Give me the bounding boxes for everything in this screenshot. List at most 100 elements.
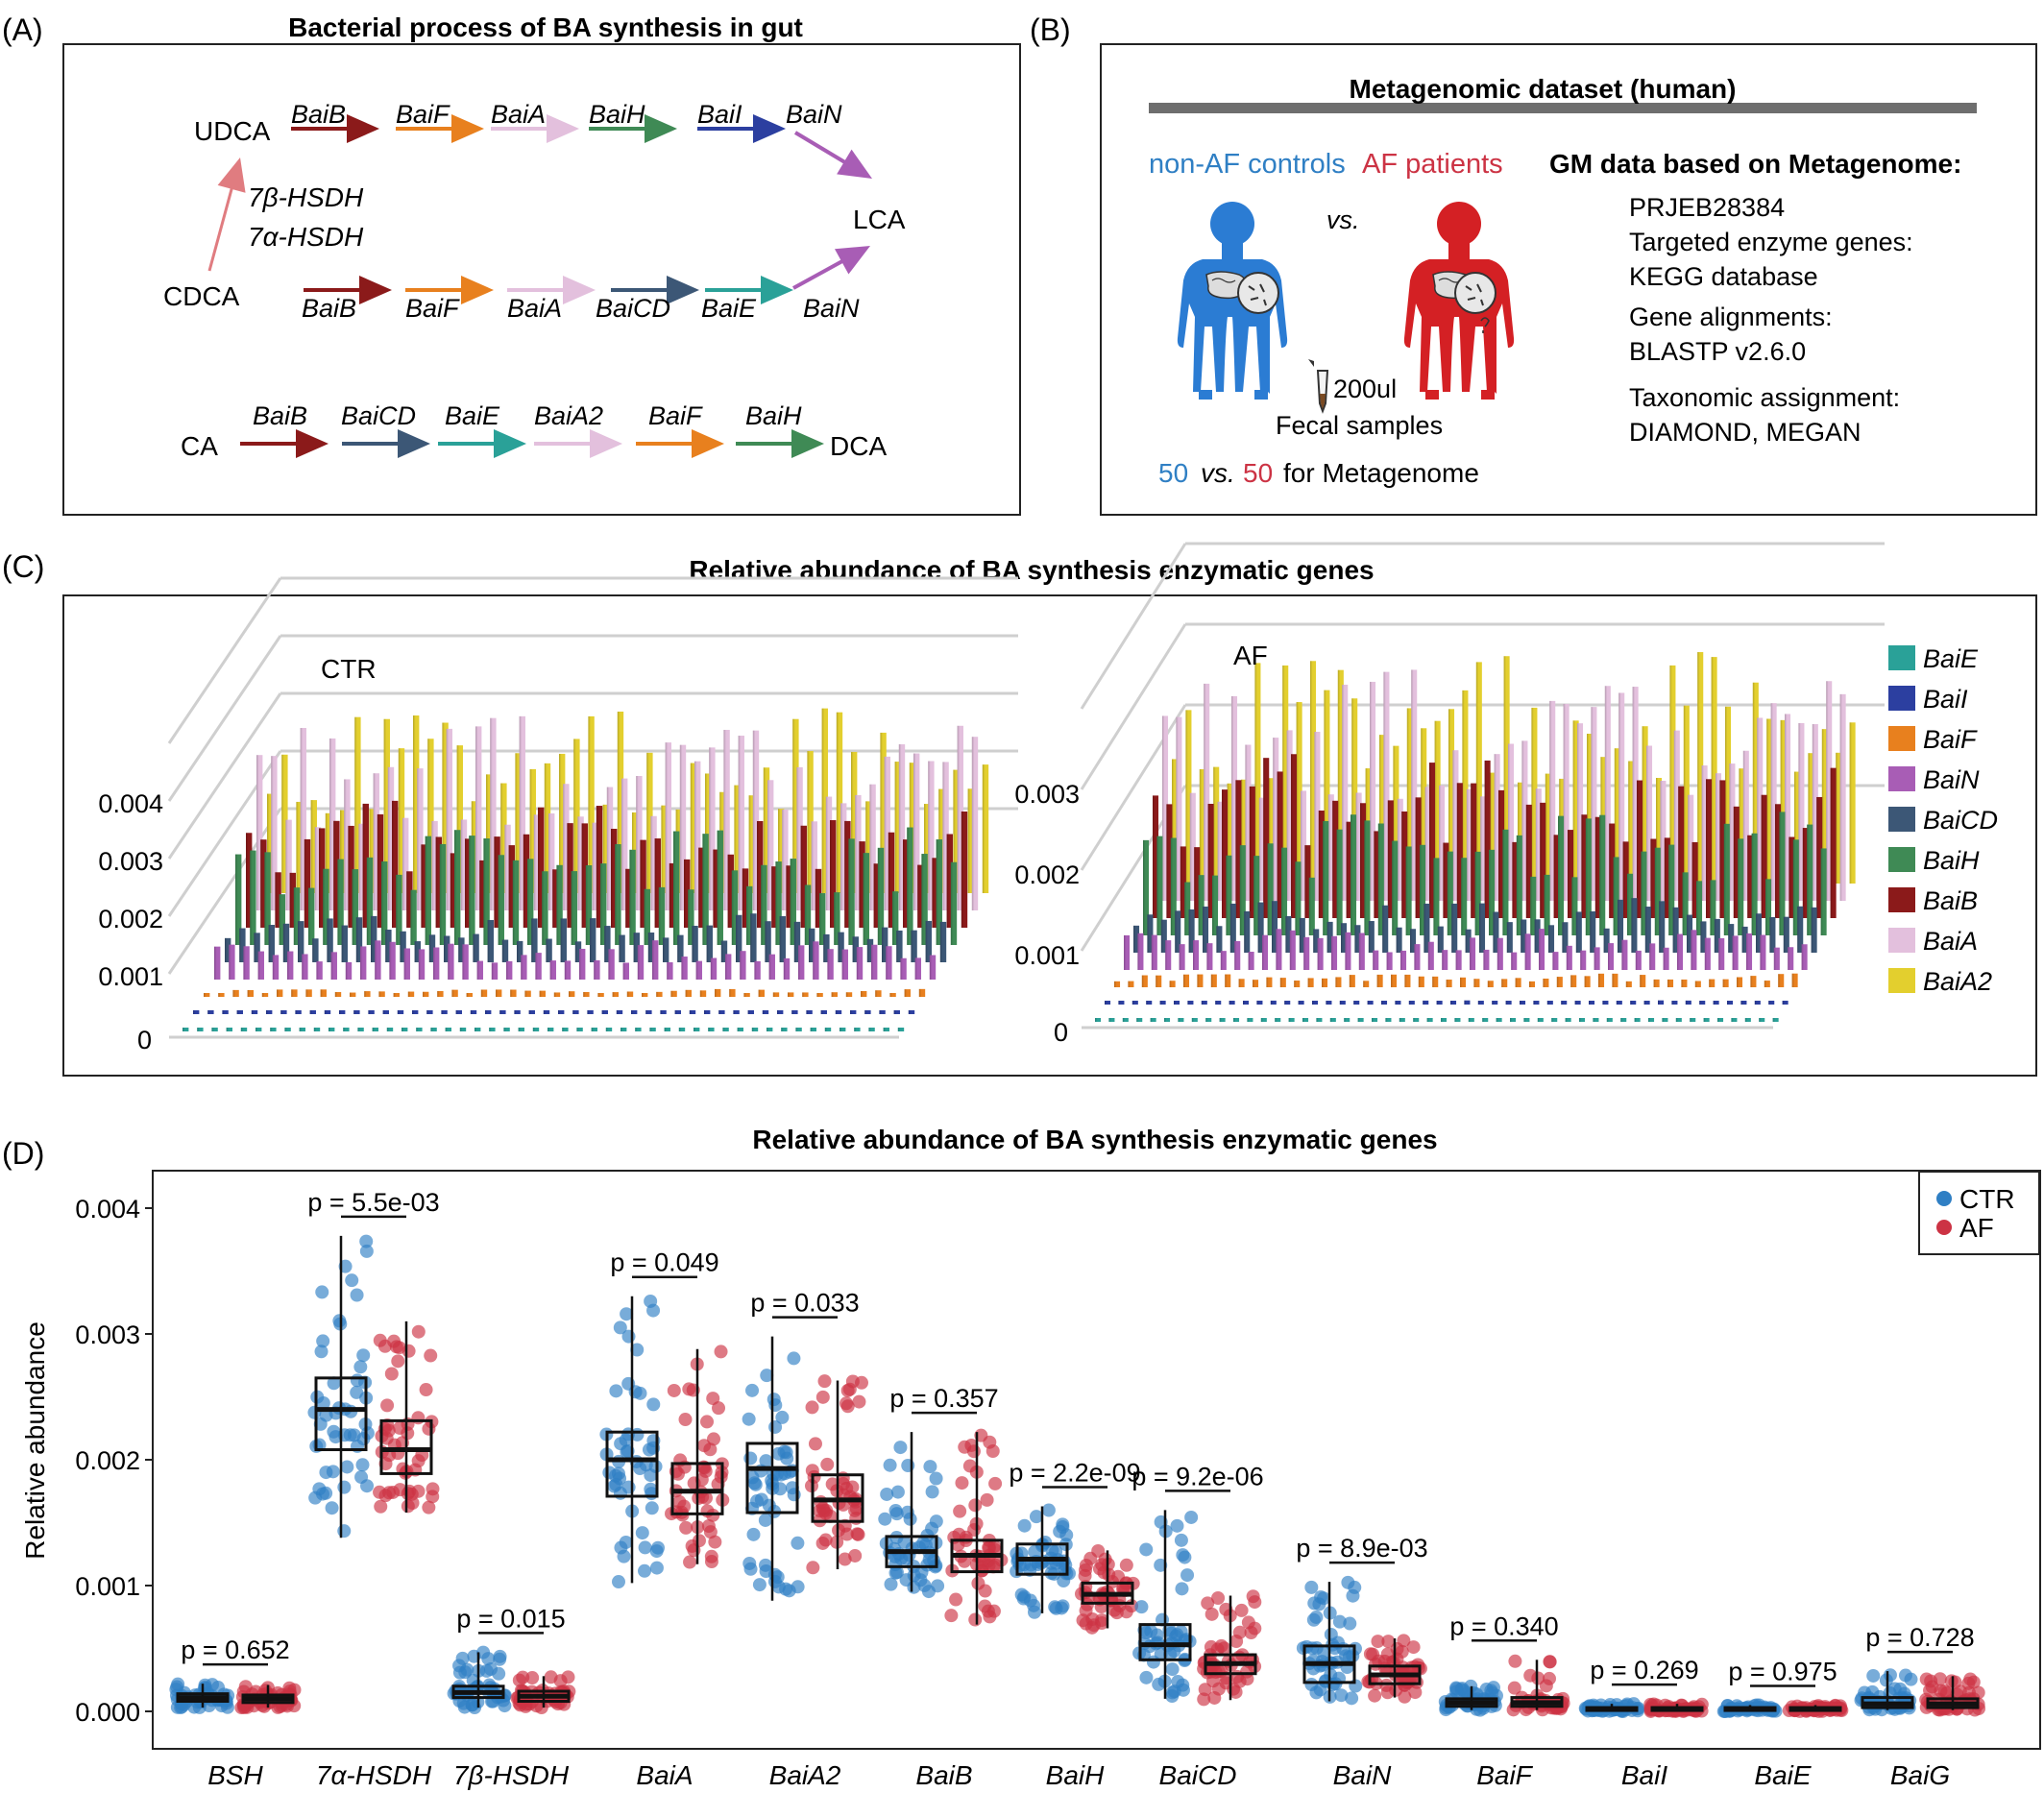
plot3dLeft-bar-bain-9 [345,961,353,980]
plot3dLeft-bar-baib-23 [581,823,588,928]
plot3dLeft-bar-baia2-38 [821,708,828,893]
plot3dLeft-bar-baia2-12 [442,722,449,893]
arrow-ca-baie [438,429,526,458]
plot3dLeft-bar-shade-baih-2 [264,852,267,945]
plot3dRight-bar-bain-37 [1635,950,1642,970]
plot3dRight-bar-shade-baia2-35 [1656,778,1659,884]
plot3dLeft-bar-baif-10 [350,992,356,997]
plot3dLeft-bar-baif-4 [261,993,269,997]
plot3dRight-bar-baib-25 [1498,789,1505,918]
plot3dRight-bar-shade-baia-22 [1466,788,1470,901]
label-fecal-samples: Fecal samples [1276,411,1443,440]
point-ctr-1-13 [359,1244,374,1258]
point-ctr-3-28 [619,1433,633,1447]
plot3dRight-bar-shade-baih-21 [1433,858,1436,935]
plot3dLeft-bar-baia2-11 [427,739,434,893]
plot-3d-af-tick-0.003: 0.003 [1014,780,1080,809]
legend-c-label-baii: BaiI [1923,685,1968,714]
plot3dRight-bar-baih-45 [1765,879,1772,935]
plot3dLeft-bar-shade-baia2-29 [690,763,694,893]
plot3dLeft-bar-baih-11 [396,874,402,945]
plot3dRight-bar-baia-22 [1466,788,1472,901]
plot3dLeft-bar-shade-baib-9 [377,813,380,928]
plot3dRight-bar-shade-baia2-30 [1587,734,1590,884]
plot3dRight-bar-baie-5 [1164,1018,1171,1022]
point-ctr-1-37 [360,1426,375,1441]
plot3dRight-bar-baie-44 [1703,1018,1710,1022]
plot3dRight-bar-baih-14 [1336,829,1343,935]
point-ctr-6-38 [1027,1598,1041,1612]
plot3dLeft-bar-baia-24 [606,787,614,910]
plot3dRight-bar-shade-baia2-13 [1351,698,1354,884]
plot3dRight-bar-baicd-28 [1521,919,1527,953]
plot3dRight-bar-baif-16 [1335,977,1342,987]
plot3dLeft-bar-shade-baicd-7 [327,918,329,962]
plot3dLeft-bar-shade-bain-47 [900,957,903,980]
point-af-3-36 [712,1401,726,1416]
plot3dLeft-bar-shade-baib-29 [669,862,672,928]
point-ctr-5-49 [921,1585,936,1599]
plot3dLeft-bar-baib-6 [333,820,340,928]
plot3dRight-bar-shade-baia-42 [1742,750,1746,901]
plot3dRight-bar-baib-45 [1775,804,1782,918]
plot3dLeft-bar-shade-baib-28 [654,838,658,928]
plot3dLeft-bar-baia2-29 [690,763,697,893]
plot3dLeft-bar-baie-2 [211,1028,218,1031]
plot3dRight-bar-baia-8 [1273,738,1279,901]
plot3dRight-bar-baicd-47 [1783,916,1789,953]
plot3dRight-bar-shade-baib-1 [1166,804,1169,918]
plot3dRight-bar-baicd-4 [1188,909,1195,953]
point-ctr-7-44 [1180,1568,1195,1583]
plot3dLeft-bar-shade-baih-12 [410,889,413,945]
point-ctr-1-24 [355,1458,370,1472]
plot3dLeft-bar-shade-baif-13 [393,993,397,997]
plot3dRight-bar-baia2-48 [1836,752,1842,884]
plot3dRight-bar-shade-baicd-6 [1216,926,1219,953]
point-af-3-9 [678,1413,693,1427]
plot3dLeft-bar-baib-42 [859,841,865,928]
plot3dLeft-bar-shade-baih-11 [396,874,399,945]
plot3dLeft-bar-shade-bain-16 [448,943,450,980]
point-af-5-37 [981,1604,995,1618]
plot3dRight-bar-shade-baii-23 [1423,1000,1425,1005]
plot3dRight-bar-shade-baih-33 [1599,814,1602,935]
plot3dRight-bar-shade-baib-48 [1816,796,1819,918]
point-ctr-7-17 [1139,1670,1154,1684]
plot3dRight-bar-shade-baib-7 [1249,786,1253,918]
point-ctr-5-31 [889,1565,904,1580]
point-ctr-1-14 [312,1482,327,1496]
plot3dLeft-bar-shade-baia-21 [563,784,566,910]
plot3dLeft-bar-shade-baicd-44 [866,938,870,962]
plot3dRight-bar-baicd-41 [1700,921,1707,953]
plot3dRight-bar-shade-baicd-45 [1756,913,1759,953]
plot3dRight-bar-shade-baia-6 [1245,744,1248,901]
label-7a-hsdh: 7α-HSDH [248,222,364,252]
plot3dRight-bar-shade-baie-33 [1551,1018,1554,1022]
plot3dRight-bar-baicd-7 [1229,903,1236,953]
point-ctr-4-29 [760,1369,774,1383]
plot3dRight-bar-bain-40 [1677,933,1684,970]
plot3dRight-bar-shade-bain-9 [1248,952,1252,970]
plot3dRight-bar-baib-28 [1540,802,1546,918]
plot3dRight-bar-baicd-30 [1548,925,1555,953]
point-af-5-30 [986,1444,1000,1459]
plot3dLeft-bar-baib-26 [625,868,632,928]
plot3dRight-bar-shade-baib-22 [1456,783,1460,918]
point-af-12-23 [1934,1684,1948,1698]
plot3dRight-bar-shade-baia-39 [1701,765,1705,901]
plot3dRight-bar-baih-29 [1544,874,1550,935]
point-ctr-4-1 [743,1451,758,1466]
plot3dRight-bar-baif-21 [1404,974,1411,987]
plot3dLeft-bar-baie-48 [883,1028,889,1031]
plot3dLeft-bar-shade-baie-42 [795,1028,798,1031]
plot3dLeft-bar-shade-baii-39 [762,1010,766,1014]
plot3dLeft-bar-shade-baih-37 [775,861,778,945]
plot3dRight-bar-shade-baih-4 [1198,875,1202,935]
plot3dRight-bar-bain-11 [1276,929,1282,970]
plot3dLeft-bar-shade-baia2-45 [924,804,927,893]
point-ctr-6-20 [1017,1518,1032,1533]
plot3dRight-bar-shade-baicd-11 [1285,915,1288,953]
plot3dLeft-bar-shade-baii-11 [353,1010,356,1014]
plot3dLeft-bar-baib-36 [771,866,778,928]
point-af-7-46 [1248,1595,1262,1610]
